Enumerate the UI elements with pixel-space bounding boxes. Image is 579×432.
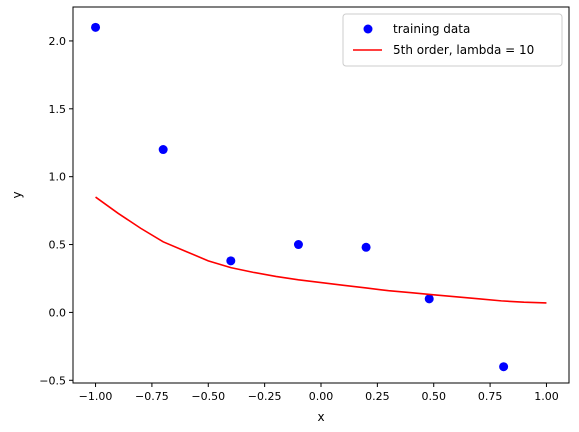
x-axis: −1.00 −0.75 −0.50 −0.25 0.00 0.25 0.50 0.75 1.00 <box>79 383 559 403</box>
y-tick-label: 0.0 <box>49 306 67 319</box>
x-tick-label: 0.00 <box>309 390 334 403</box>
x-tick-label: −0.25 <box>248 390 282 403</box>
x-tick-label: 1.00 <box>534 390 559 403</box>
y-tick-label: −0.5 <box>39 374 66 387</box>
y-tick-label: 0.5 <box>49 239 67 252</box>
legend-frame <box>342 13 563 67</box>
y-tick-label: 1.0 <box>49 171 67 184</box>
legend: training data 5th order, lambda = 10 <box>342 13 563 67</box>
x-axis-label: x <box>317 410 324 424</box>
training-data-point <box>499 362 509 372</box>
fit-curve-line <box>95 196 547 304</box>
plot-area <box>73 7 569 383</box>
legend-label-fit: 5th order, lambda = 10 <box>393 43 534 57</box>
x-tick-label: 0.50 <box>421 390 446 403</box>
training-data-point <box>424 294 434 304</box>
y-axis: −0.5 0.0 0.5 1.0 1.5 2.0 <box>39 35 73 387</box>
x-tick-label: 0.75 <box>478 390 503 403</box>
training-data-point <box>91 22 101 32</box>
training-data-point <box>158 145 168 155</box>
series-layer <box>91 22 547 372</box>
y-axis-label: y <box>10 191 24 198</box>
x-tick-label: −0.50 <box>191 390 225 403</box>
training-data-point <box>293 240 303 250</box>
x-tick-label: 0.25 <box>365 390 390 403</box>
x-tick-label: −1.00 <box>79 390 113 403</box>
y-tick-label: 2.0 <box>49 35 67 48</box>
legend-label-training-data: training data <box>393 22 470 36</box>
training-data-point <box>361 242 371 252</box>
y-tick-label: 1.5 <box>49 103 67 116</box>
x-tick-label: −0.75 <box>135 390 169 403</box>
training-data-point <box>226 256 236 266</box>
legend-marker-training-data <box>363 24 373 34</box>
